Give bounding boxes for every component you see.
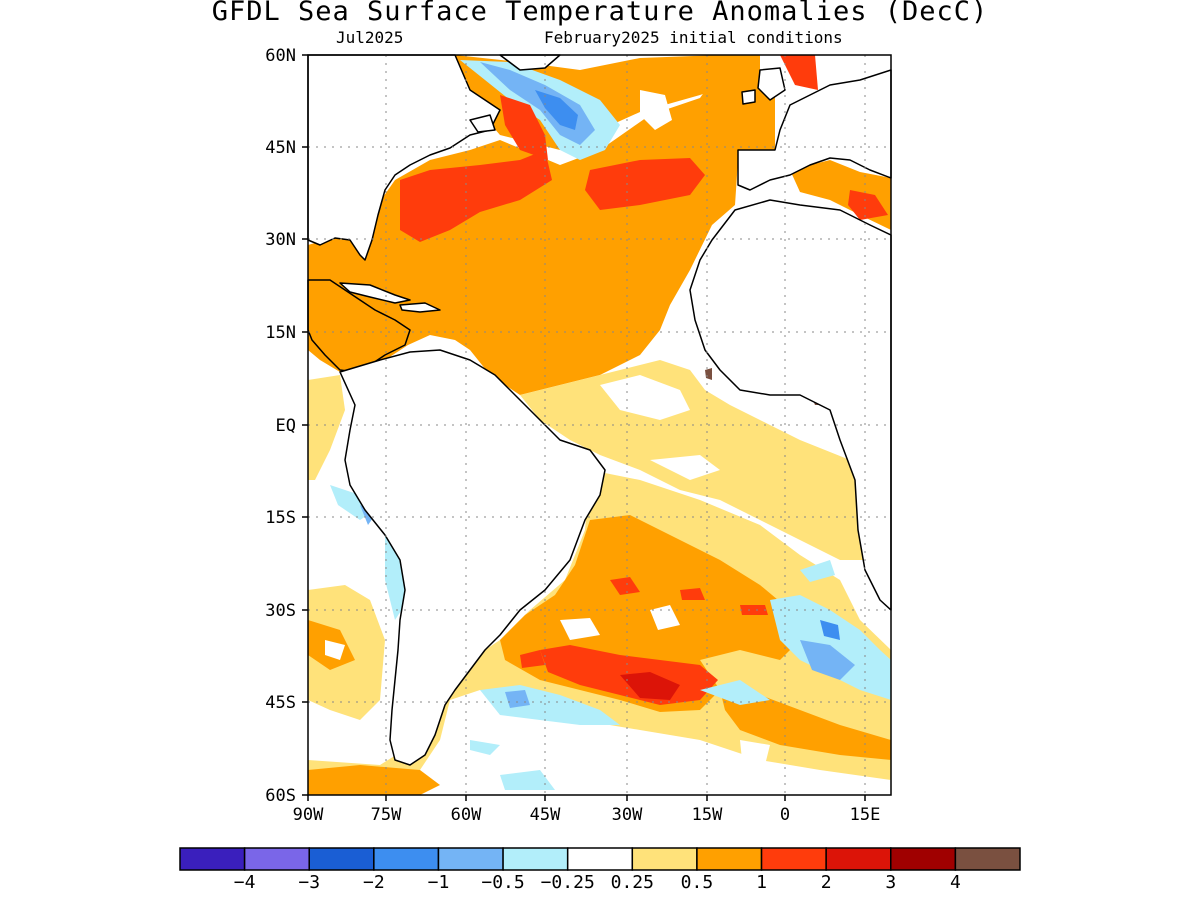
colorbar-swatch	[631, 847, 698, 871]
lon-label: 45W	[530, 805, 561, 825]
colorbar-label: 0.25	[610, 872, 654, 893]
colorbar-label: 4	[949, 872, 961, 893]
lon-label: 60W	[451, 805, 482, 825]
lon-label: 15E	[850, 805, 881, 825]
colorbar-swatch	[890, 847, 957, 871]
south-america-landmass	[339, 349, 606, 766]
north-atlantic-hot-patch	[400, 150, 552, 242]
colorbar-label: 3	[885, 872, 897, 893]
valid-month: Jul2025	[336, 28, 404, 47]
colorbar-label: −0.25	[540, 872, 595, 893]
colorbar-label: −1	[427, 872, 450, 893]
longitude-labels: 90W 75W 60W 45W 30W 15W 0 15E	[293, 805, 881, 825]
lat-label: 30S	[265, 601, 296, 621]
africa-landmass	[689, 199, 892, 611]
colorbar-swatch	[954, 847, 1021, 871]
lat-label: 15S	[265, 508, 296, 528]
lat-label: 45N	[265, 138, 296, 158]
colorbar-label: 0.5	[680, 872, 714, 893]
colorbar-swatch	[566, 847, 634, 871]
lat-label: 60N	[265, 46, 296, 66]
lon-label: 15W	[692, 805, 723, 825]
lon-label: 75W	[371, 805, 402, 825]
init-conditions: February2025 initial conditions	[544, 28, 843, 47]
map-title: GFDL Sea Surface Temperature Anomalies (…	[211, 0, 989, 27]
colorbar-swatch	[502, 847, 569, 871]
map-gridlines	[308, 55, 891, 795]
lon-label: 0	[780, 805, 790, 825]
colorbar-label: −2	[363, 872, 385, 893]
colorbar-label: 1	[756, 872, 767, 893]
europe-landmass	[737, 69, 892, 191]
lat-label: 45S	[265, 693, 296, 713]
lat-label: 30N	[265, 230, 296, 250]
coastlines	[307, 54, 892, 766]
north-america-landmass	[307, 54, 501, 261]
colorbar	[179, 847, 1021, 871]
axis-ticks	[302, 54, 866, 801]
lon-label: 30W	[612, 805, 643, 825]
colorbar-label: −0.5	[481, 872, 525, 893]
anomaly-field	[308, 55, 891, 795]
colorbar-swatch	[373, 847, 440, 871]
colorbar-swatch	[179, 847, 246, 871]
colorbar-swatch	[243, 847, 310, 871]
colorbar-swatch	[760, 847, 827, 871]
colorbar-label: −4	[233, 872, 256, 893]
colorbar-swatch	[696, 847, 763, 871]
lat-label: 15N	[265, 323, 296, 343]
colorbar-swatch	[437, 847, 504, 871]
colorbar-label: −3	[298, 872, 321, 893]
lat-label: 60S	[265, 786, 296, 806]
lon-label: 90W	[293, 805, 324, 825]
lat-label: EQ	[276, 416, 296, 436]
north-atlantic-warm-region	[308, 70, 775, 395]
colorbar-label: 2	[820, 872, 832, 893]
colorbar-swatch	[308, 847, 375, 871]
colorbar-swatch	[825, 847, 892, 871]
latitude-labels: 60N 45N 30N 15N EQ 15S 30S 45S 60S	[265, 46, 296, 806]
